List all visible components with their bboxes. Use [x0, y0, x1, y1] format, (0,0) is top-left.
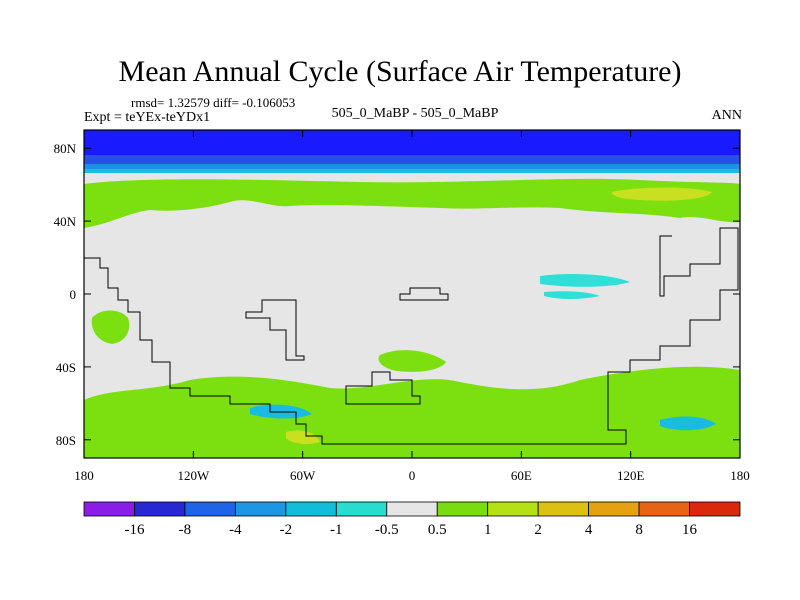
colorbar-label: -1	[330, 522, 343, 538]
x-tick-label: 180	[730, 468, 750, 483]
colorbar-label: -2	[280, 522, 293, 538]
southern-warming-region	[84, 366, 740, 458]
y-tick-label: 40N	[54, 214, 77, 229]
colorbar-swatch	[184, 501, 236, 517]
colorbar-label: 0.5	[428, 522, 447, 538]
southern-cool-patch-east	[660, 416, 716, 431]
temperature-field	[84, 130, 740, 458]
season-label: ANN	[711, 108, 742, 123]
colorbar-label: 4	[585, 522, 593, 538]
atlantic-cooling-gap	[232, 207, 306, 221]
x-axis: 180 120W 60W 0 60E 120E 180	[74, 130, 750, 483]
colorbar-swatch	[588, 501, 640, 517]
continent-outline-main	[84, 227, 739, 445]
y-tick-label: 80N	[54, 141, 77, 156]
tropical-cool-streak-2	[544, 291, 600, 299]
continent-outline-central	[245, 299, 305, 361]
colorbar-swatch	[83, 501, 135, 517]
arctic-moderate-cooling-band	[84, 155, 740, 166]
experiment-label: Expt = teYEx-teYDx1	[84, 110, 211, 125]
colorbar-swatch	[537, 501, 590, 517]
chart-title: Mean Annual Cycle (Surface Air Temperatu…	[118, 55, 682, 88]
continent-outline-south-atlantic	[345, 371, 421, 405]
southern-warm-spot	[286, 430, 320, 445]
colorbar-label: -4	[229, 522, 242, 538]
continent-outline-island	[399, 287, 449, 301]
tropical-warm-patch-west	[91, 310, 130, 344]
y-tick-label: 40S	[56, 360, 76, 375]
x-tick-label: 60W	[290, 468, 316, 483]
colorbar-label: 16	[682, 522, 698, 538]
colorbar: -16 -8 -4 -2 -1 -0.5 0.5 1 2 4 8 16	[83, 501, 741, 538]
colorbar-swatch	[487, 501, 539, 517]
south-atlantic-warm-patch	[378, 350, 446, 372]
tropical-cool-streak	[540, 274, 630, 287]
colorbar-label: -16	[124, 522, 144, 538]
subpolar-weak-cooling-band	[84, 169, 740, 173]
colorbar-swatch	[134, 501, 186, 517]
x-tick-label: 120W	[177, 468, 210, 483]
colorbar-label: 1	[484, 522, 492, 538]
colorbar-swatch	[638, 501, 690, 517]
y-axis: 80N 40N 0 40S 80S	[54, 141, 740, 448]
x-tick-label: 60E	[511, 468, 532, 483]
subarctic-cooling-band	[84, 164, 740, 170]
colorbar-swatch	[285, 501, 337, 517]
colorbar-label: -8	[179, 522, 192, 538]
rmsd-diff-label: rmsd= 1.32579 diff= -0.106053	[131, 95, 296, 110]
y-tick-label: 0	[70, 287, 77, 302]
colorbar-swatch	[234, 501, 287, 517]
land-outlines	[84, 227, 739, 445]
colorbar-swatch	[386, 501, 438, 517]
y-tick-label: 80S	[56, 433, 76, 448]
x-tick-label: 0	[409, 468, 416, 483]
colorbar-label: 8	[635, 522, 643, 538]
colorbar-label: -0.5	[375, 522, 399, 538]
northern-warming-band	[84, 178, 740, 228]
colorbar-label: 2	[534, 522, 542, 538]
x-tick-label: 120E	[617, 468, 645, 483]
north-pacific-warm-spot	[612, 187, 712, 201]
case-label: 505_0_MaBP - 505_0_MaBP	[331, 106, 499, 121]
x-tick-label: 180	[74, 468, 94, 483]
colorbar-swatch	[436, 501, 489, 517]
colorbar-swatch	[335, 501, 388, 517]
colorbar-swatch	[689, 501, 741, 517]
